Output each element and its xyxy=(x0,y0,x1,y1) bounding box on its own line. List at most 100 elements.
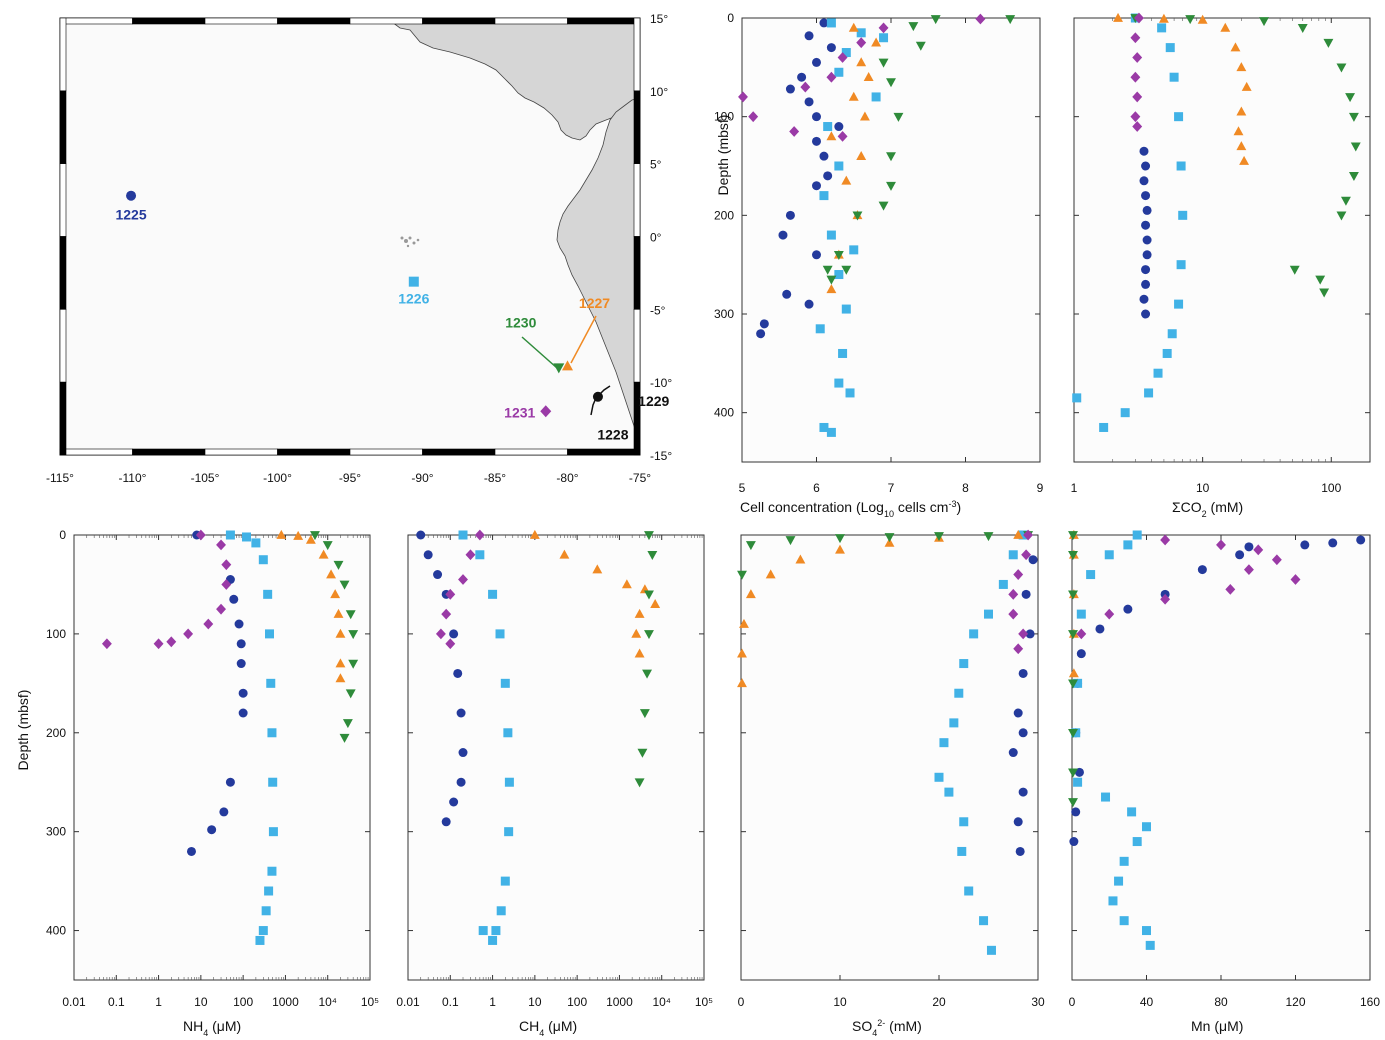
co2-xlabel: ΣCO2 (mM) xyxy=(1172,499,1243,519)
data-point xyxy=(1225,583,1236,595)
so4-xlabel: SO42- (mM) xyxy=(852,1018,922,1038)
series-site-1230 xyxy=(822,15,1016,285)
panel-so4: 0 10 20 30 xyxy=(737,529,1045,1009)
data-point xyxy=(647,550,658,560)
data-point xyxy=(1142,250,1152,260)
data-point xyxy=(1104,550,1114,560)
data-point xyxy=(423,550,433,560)
x-tick-label: 10⁴ xyxy=(318,995,337,1009)
data-point xyxy=(800,81,811,93)
data-point xyxy=(219,807,229,817)
data-point xyxy=(812,112,821,122)
data-point xyxy=(305,534,316,544)
data-point xyxy=(1139,294,1149,304)
data-point xyxy=(837,131,848,142)
data-point xyxy=(500,678,510,688)
data-point xyxy=(785,210,795,220)
data-point xyxy=(1113,12,1123,22)
site-marker-1226 xyxy=(408,276,419,287)
island xyxy=(408,236,412,240)
data-point xyxy=(416,530,426,540)
site-label-1230: 1230 xyxy=(505,315,536,331)
data-point xyxy=(1132,837,1142,847)
data-point xyxy=(737,570,747,580)
y-tick-label: 300 xyxy=(714,307,734,321)
data-point xyxy=(255,935,265,945)
data-point xyxy=(812,136,821,146)
data-point xyxy=(1145,940,1155,950)
data-point xyxy=(826,18,836,28)
data-point xyxy=(1244,542,1254,552)
data-point xyxy=(1174,112,1184,122)
data-point xyxy=(495,629,505,639)
data-point xyxy=(445,588,456,600)
data-point xyxy=(778,230,788,240)
data-point xyxy=(998,579,1008,589)
data-point xyxy=(221,559,232,571)
x-tick-label: 7 xyxy=(888,481,895,495)
island xyxy=(406,244,410,248)
data-point xyxy=(335,673,346,683)
data-point xyxy=(1289,265,1300,275)
data-point xyxy=(1101,792,1111,802)
data-point xyxy=(785,536,796,546)
data-point xyxy=(642,669,653,679)
data-point xyxy=(1259,17,1269,27)
data-point xyxy=(1253,544,1264,556)
data-point xyxy=(835,544,845,554)
data-point xyxy=(833,250,844,260)
data-point xyxy=(871,37,882,47)
y-tick-label: 100 xyxy=(46,627,66,641)
data-point xyxy=(886,181,896,191)
data-point xyxy=(841,265,852,275)
frame-bar-left xyxy=(59,309,67,383)
data-point xyxy=(856,37,867,49)
data-point xyxy=(1174,299,1184,309)
frame-bar-left xyxy=(59,17,67,92)
data-point xyxy=(644,531,654,541)
data-point xyxy=(264,886,274,896)
data-point xyxy=(983,532,994,542)
island xyxy=(412,241,416,245)
data-point xyxy=(826,43,836,53)
map-x-tick-label: -105° xyxy=(191,471,220,485)
data-point xyxy=(1086,570,1096,580)
data-point xyxy=(845,388,855,398)
cells-ylabel: Depth (mbsf) xyxy=(715,115,731,196)
data-point xyxy=(1176,161,1186,171)
data-point xyxy=(339,580,350,590)
x-tick-label: 10 xyxy=(528,995,542,1009)
data-point xyxy=(1197,14,1208,24)
series-site-1230 xyxy=(634,531,658,788)
data-point xyxy=(238,688,248,698)
data-point xyxy=(878,22,889,34)
data-point xyxy=(1108,896,1118,906)
data-point xyxy=(1068,798,1078,808)
x-tick-label: 10 xyxy=(1196,481,1210,495)
leader-line-1228 xyxy=(590,397,597,416)
data-point xyxy=(500,876,510,886)
data-point xyxy=(826,427,836,437)
series-site-1225 xyxy=(756,18,844,339)
data-point xyxy=(826,284,837,294)
data-point xyxy=(258,926,268,936)
data-point xyxy=(812,57,821,67)
data-point xyxy=(1315,275,1326,285)
data-point xyxy=(1328,538,1338,548)
data-point xyxy=(745,589,756,599)
data-point xyxy=(1132,52,1143,63)
data-point xyxy=(236,639,246,649)
data-point xyxy=(1068,550,1078,560)
map-y-tick-label: 10° xyxy=(650,85,668,99)
data-point xyxy=(1068,728,1078,738)
data-point xyxy=(207,825,217,835)
data-point xyxy=(859,111,870,121)
data-point xyxy=(335,628,346,638)
data-point xyxy=(1220,22,1231,32)
frame-bar-right xyxy=(633,236,641,310)
data-point xyxy=(449,797,459,807)
x-tick-label: 10 xyxy=(194,995,208,1009)
data-point xyxy=(748,111,759,123)
data-point xyxy=(318,549,329,559)
plot-frame xyxy=(1073,17,1371,463)
